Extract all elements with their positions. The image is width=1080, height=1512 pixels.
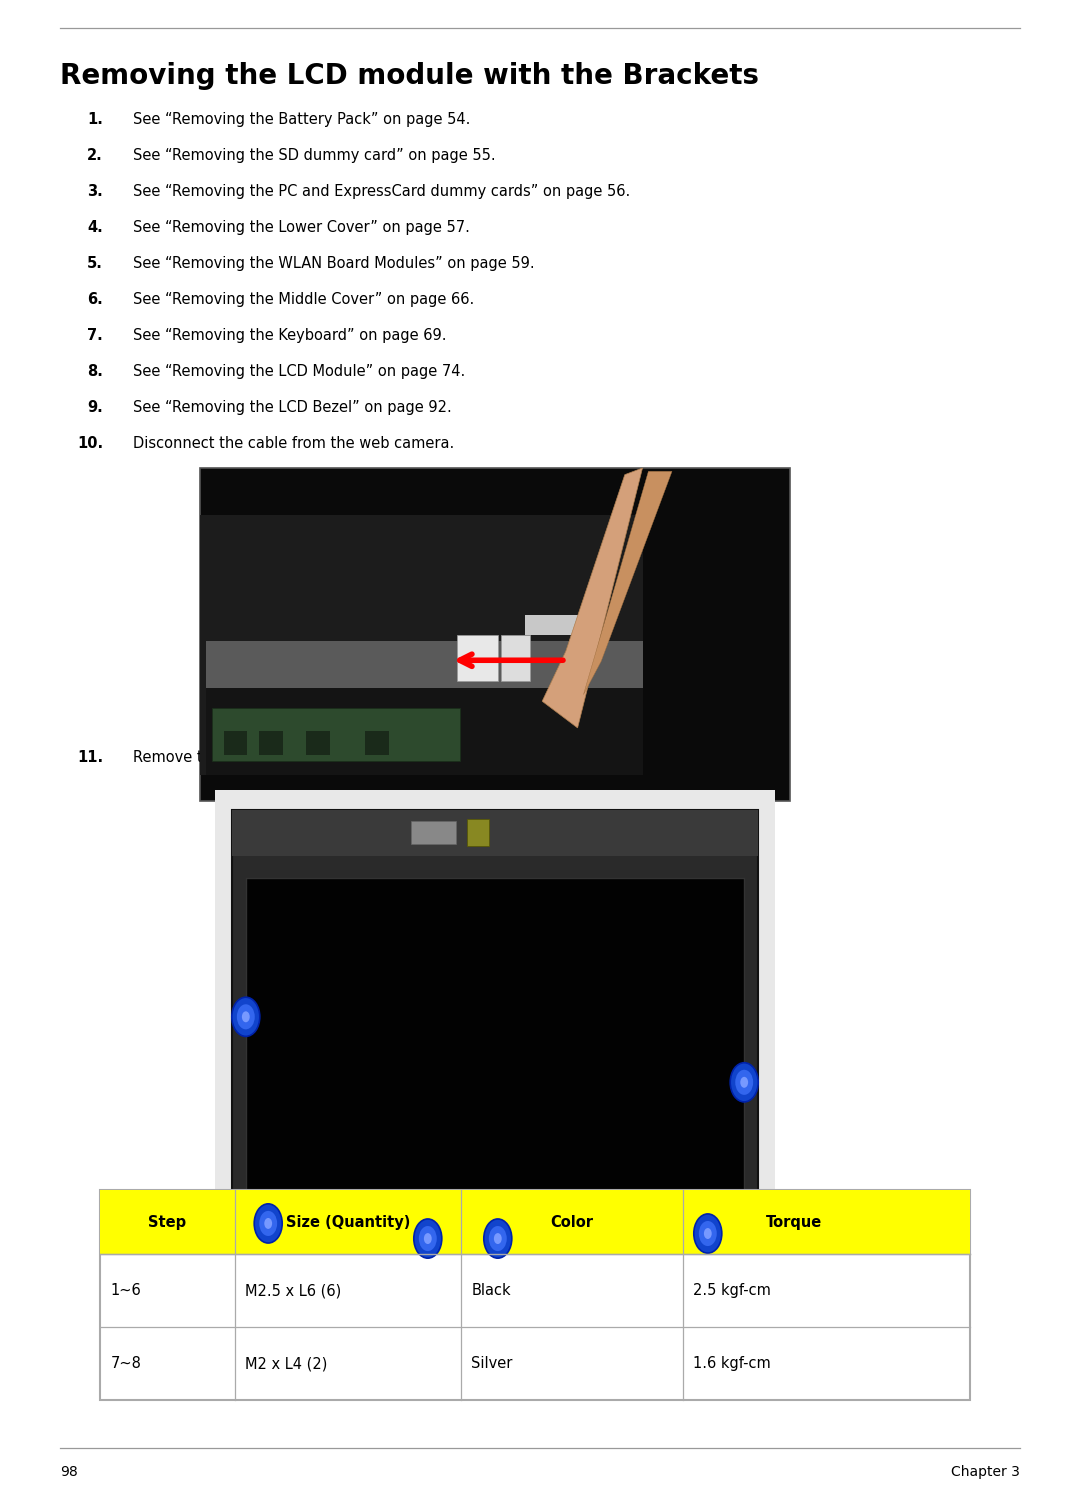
Bar: [215, 789, 775, 1294]
Text: 2.5 kgf-cm: 2.5 kgf-cm: [693, 1284, 771, 1299]
Text: Chapter 3: Chapter 3: [951, 1465, 1020, 1479]
Text: 9.: 9.: [87, 401, 103, 414]
Circle shape: [704, 1228, 712, 1238]
Circle shape: [494, 1234, 502, 1244]
Text: 2.: 2.: [87, 148, 103, 163]
Text: Remove the eight screws (6 x G, 2 x B) securing the LCD module.: Remove the eight screws (6 x G, 2 x B) s…: [133, 750, 613, 765]
Bar: [411, 821, 456, 844]
Circle shape: [735, 1070, 753, 1095]
Text: 3.: 3.: [87, 184, 103, 200]
Text: 1~6: 1~6: [110, 1284, 141, 1299]
Circle shape: [693, 1214, 721, 1253]
Bar: [525, 614, 583, 635]
Circle shape: [414, 1219, 442, 1258]
Circle shape: [259, 1211, 278, 1235]
Bar: [212, 708, 460, 761]
Text: See “Removing the LCD Bezel” on page 92.: See “Removing the LCD Bezel” on page 92.: [133, 401, 451, 414]
Text: Disconnect the cable from the web camera.: Disconnect the cable from the web camera…: [133, 435, 455, 451]
Text: M2 x L4 (2): M2 x L4 (2): [245, 1356, 327, 1371]
Circle shape: [484, 1219, 512, 1258]
Text: Step: Step: [148, 1214, 187, 1229]
Text: See “Removing the LCD Module” on page 74.: See “Removing the LCD Module” on page 74…: [133, 364, 465, 380]
Bar: [365, 732, 389, 754]
Bar: [714, 1213, 758, 1294]
Bar: [232, 810, 758, 1273]
Text: See “Removing the Lower Cover” on page 57.: See “Removing the Lower Cover” on page 5…: [133, 221, 470, 234]
Bar: [206, 641, 643, 715]
Bar: [411, 1246, 579, 1273]
Text: 5.: 5.: [87, 256, 103, 271]
Circle shape: [237, 1004, 255, 1030]
Bar: [232, 1213, 276, 1294]
Text: Torque: Torque: [766, 1214, 822, 1229]
Bar: [467, 820, 489, 847]
Bar: [246, 878, 744, 1250]
Text: 1.: 1.: [87, 112, 103, 127]
Text: 1.6 kgf-cm: 1.6 kgf-cm: [693, 1356, 771, 1371]
Text: See “Removing the WLAN Board Modules” on page 59.: See “Removing the WLAN Board Modules” on…: [133, 256, 535, 271]
Text: See “Removing the Middle Cover” on page 66.: See “Removing the Middle Cover” on page …: [133, 292, 474, 307]
Bar: [232, 810, 758, 856]
Circle shape: [265, 1219, 272, 1229]
Bar: [457, 635, 498, 682]
Circle shape: [699, 1222, 717, 1246]
Circle shape: [740, 1077, 748, 1087]
Text: M2.5 x L6 (6): M2.5 x L6 (6): [245, 1284, 341, 1299]
Bar: [100, 1190, 970, 1400]
Bar: [206, 688, 643, 774]
Bar: [100, 1190, 970, 1255]
Text: 8.: 8.: [87, 364, 103, 380]
Text: Color: Color: [551, 1214, 594, 1229]
Text: 6.: 6.: [87, 292, 103, 307]
Text: See “Removing the Battery Pack” on page 54.: See “Removing the Battery Pack” on page …: [133, 112, 471, 127]
Text: Silver: Silver: [472, 1356, 513, 1371]
Bar: [259, 732, 283, 754]
Text: 98: 98: [60, 1465, 78, 1479]
Text: Removing the LCD module with the Brackets: Removing the LCD module with the Bracket…: [60, 62, 759, 91]
Text: Size (Quantity): Size (Quantity): [286, 1214, 410, 1229]
Text: 4.: 4.: [87, 221, 103, 234]
Text: 11.: 11.: [77, 750, 103, 765]
Circle shape: [254, 1204, 282, 1243]
Text: Black: Black: [472, 1284, 511, 1299]
Circle shape: [232, 998, 260, 1036]
Circle shape: [242, 1012, 249, 1022]
Text: 7~8: 7~8: [110, 1356, 141, 1371]
Bar: [307, 732, 329, 754]
Bar: [224, 732, 247, 754]
Text: 10.: 10.: [77, 435, 103, 451]
Polygon shape: [542, 469, 643, 727]
Text: 7.: 7.: [87, 328, 103, 343]
Text: See “Removing the Keyboard” on page 69.: See “Removing the Keyboard” on page 69.: [133, 328, 446, 343]
Circle shape: [490, 1320, 499, 1334]
Bar: [200, 514, 643, 774]
Circle shape: [419, 1226, 436, 1250]
Polygon shape: [583, 472, 672, 694]
Circle shape: [730, 1063, 758, 1102]
Text: See “Removing the PC and ExpressCard dummy cards” on page 56.: See “Removing the PC and ExpressCard dum…: [133, 184, 631, 200]
Circle shape: [423, 1234, 432, 1244]
Circle shape: [489, 1226, 507, 1250]
Bar: [200, 469, 789, 801]
Bar: [501, 635, 530, 682]
Text: See “Removing the SD dummy card” on page 55.: See “Removing the SD dummy card” on page…: [133, 148, 496, 163]
